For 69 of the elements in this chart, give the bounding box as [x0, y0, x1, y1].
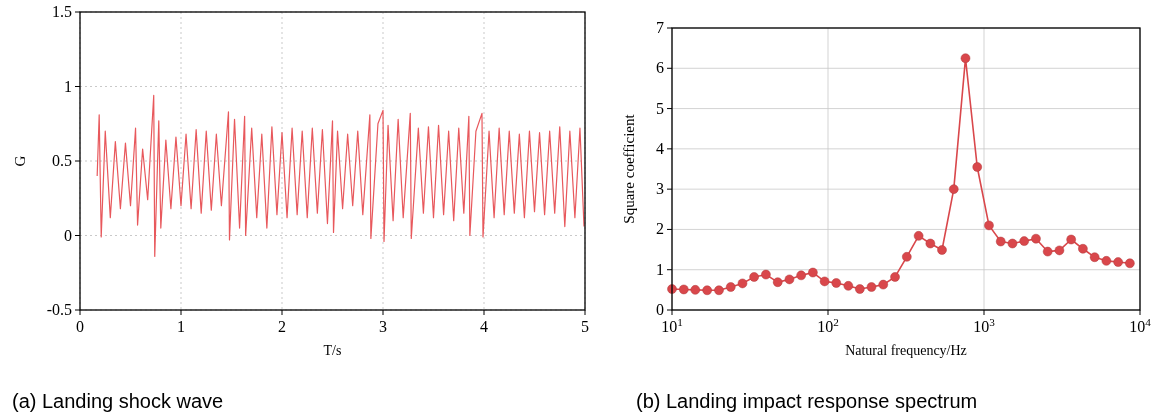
point	[1066, 234, 1076, 245]
point	[1054, 245, 1065, 256]
point	[819, 276, 830, 287]
point	[843, 281, 854, 291]
text: (b) Landing impact response spectrum	[636, 390, 978, 412]
point	[737, 278, 748, 289]
point	[1031, 233, 1041, 244]
point	[925, 238, 936, 249]
y-tick-label: 1	[656, 260, 664, 278]
point	[761, 269, 771, 280]
y-tick-label: 4	[656, 139, 664, 157]
point	[913, 231, 924, 241]
point	[808, 267, 818, 278]
point	[866, 282, 877, 292]
point	[1078, 244, 1088, 254]
point	[772, 277, 783, 287]
text: (a) Landing shock wave	[12, 390, 224, 412]
x-tick-label: 10$^{3}$	[973, 316, 996, 335]
y-tick-label: 3	[656, 180, 664, 198]
y-tick-label: 5	[656, 99, 664, 117]
x-tick-label: 10$^{1}$	[661, 316, 683, 335]
point	[890, 272, 900, 282]
point	[855, 284, 865, 294]
x-tick-label: 1	[177, 318, 185, 335]
y-tick-label: 0	[64, 226, 72, 244]
x-tick-label: 0	[76, 318, 84, 335]
point	[749, 272, 759, 282]
point	[679, 284, 689, 295]
y-tick-label: 6	[656, 59, 664, 77]
y-tick-label: 1	[64, 77, 72, 95]
point	[1007, 238, 1018, 249]
point	[1101, 256, 1112, 266]
x-tick-label: 5	[581, 318, 589, 335]
point	[1019, 236, 1029, 246]
point	[960, 53, 971, 63]
y-tick-label: 0	[656, 301, 664, 318]
point	[714, 285, 724, 296]
x-tick-label: 10$^{2}$	[817, 316, 839, 335]
point	[937, 245, 947, 255]
point	[702, 285, 712, 296]
point	[784, 274, 795, 285]
point	[984, 220, 994, 231]
point	[726, 282, 736, 292]
point	[796, 270, 806, 281]
point	[690, 285, 701, 295]
point	[1113, 257, 1123, 267]
x-tick-label: 3	[379, 318, 387, 335]
y-tick-label: 0.5	[52, 152, 72, 169]
point	[1089, 252, 1100, 262]
point	[995, 236, 1006, 247]
x-axis-title: Natural frequency/Hz	[845, 343, 967, 358]
line-series	[96, 94, 585, 257]
y-axis-title: G	[12, 155, 28, 167]
point	[1042, 246, 1053, 257]
x-tick-label: 4	[480, 318, 488, 335]
x-tick-label: 10$^{4}$	[1129, 316, 1152, 335]
point	[902, 252, 912, 262]
x-axis-title: T/s	[323, 343, 342, 358]
point	[878, 279, 888, 290]
point	[1125, 258, 1135, 269]
y-tick-label: 2	[656, 220, 664, 238]
y-axis-title: Square coefficient	[621, 113, 637, 224]
point	[831, 278, 842, 288]
point	[972, 162, 982, 172]
y-tick-label: -0.5	[46, 301, 72, 318]
y-tick-label: 7	[656, 19, 664, 36]
point	[949, 184, 959, 194]
x-tick-label: 2	[278, 318, 286, 335]
y-tick-label: 1.5	[52, 3, 72, 20]
